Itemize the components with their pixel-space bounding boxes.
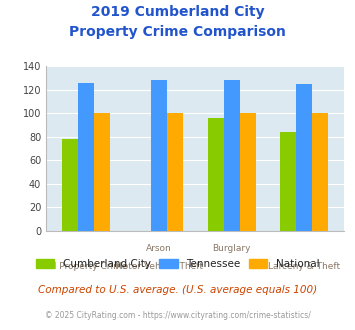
Bar [167,113,183,231]
Bar [296,84,312,231]
Bar [312,113,328,231]
Text: Property Crime Comparison: Property Crime Comparison [69,25,286,39]
Bar [78,82,94,231]
Bar [208,118,224,231]
Text: Motor Vehicle Theft: Motor Vehicle Theft [115,262,203,271]
Text: All Property Crime: All Property Crime [45,262,127,271]
Text: © 2025 CityRating.com - https://www.cityrating.com/crime-statistics/: © 2025 CityRating.com - https://www.city… [45,311,310,320]
Bar [62,139,78,231]
Legend: Cumberland City, Tennessee, National: Cumberland City, Tennessee, National [32,254,323,273]
Text: Compared to U.S. average. (U.S. average equals 100): Compared to U.S. average. (U.S. average … [38,285,317,295]
Text: Larceny & Theft: Larceny & Theft [268,262,340,271]
Bar [280,132,296,231]
Text: 2019 Cumberland City: 2019 Cumberland City [91,5,264,19]
Text: Burglary: Burglary [212,244,251,253]
Bar [240,113,256,231]
Text: Arson: Arson [146,244,172,253]
Bar [94,113,110,231]
Bar [151,80,167,231]
Bar [224,80,240,231]
